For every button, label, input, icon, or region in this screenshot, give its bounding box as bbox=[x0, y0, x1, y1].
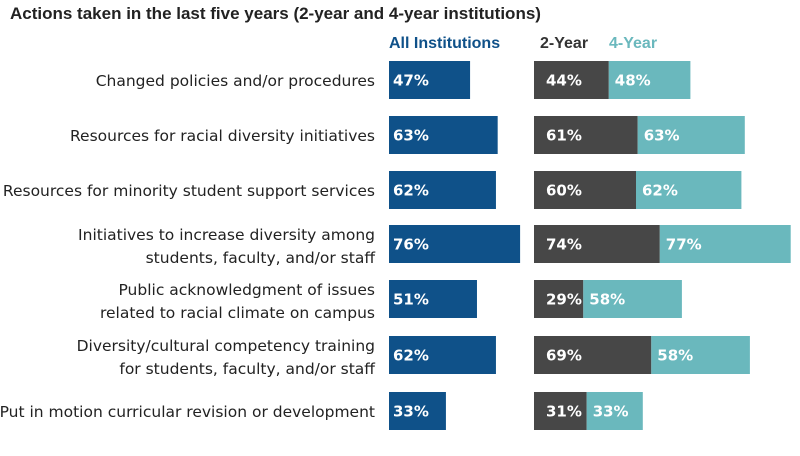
category-label: Put in motion curricular revision or dev… bbox=[0, 403, 375, 421]
bar-all-institutions bbox=[389, 336, 496, 374]
bar-2-year bbox=[534, 392, 587, 430]
bar-4-year bbox=[583, 280, 682, 318]
category-label: Resources for minority student support s… bbox=[3, 182, 375, 200]
value-label-2-year: 69% bbox=[546, 347, 582, 365]
bar-2-year bbox=[534, 280, 584, 318]
category-label-line: Resources for minority student support s… bbox=[3, 182, 375, 200]
bar-2-year bbox=[534, 61, 609, 99]
bar-all-institutions bbox=[389, 61, 471, 99]
value-label-all-institutions: 47% bbox=[393, 72, 429, 90]
bar-all-institutions bbox=[389, 171, 496, 209]
category-label-line: Resources for racial diversity initiativ… bbox=[70, 127, 375, 145]
bar-4-year bbox=[651, 336, 750, 374]
category-label-line: students, faculty, and/or staff bbox=[146, 249, 376, 267]
category-label-line: Public acknowledgment of issues bbox=[118, 281, 375, 299]
bar-all-institutions bbox=[389, 116, 498, 154]
category-label: Changed policies and/or procedures bbox=[96, 72, 375, 90]
bar-4-year bbox=[636, 171, 742, 209]
chart-title: Actions taken in the last five years (2-… bbox=[10, 4, 541, 23]
value-label-4-year: 48% bbox=[615, 72, 651, 90]
legend-2-year: 2-Year bbox=[540, 35, 588, 52]
category-label: Public acknowledgment of issues related t… bbox=[100, 281, 375, 322]
category-label: Diversity/cultural competency training fo… bbox=[77, 337, 376, 378]
value-label-all-institutions: 63% bbox=[393, 127, 429, 145]
bar-all-institutions bbox=[389, 392, 446, 430]
value-label-2-year: 74% bbox=[546, 236, 582, 254]
value-label-4-year: 58% bbox=[589, 291, 625, 309]
legend-all-institutions: All Institutions bbox=[389, 35, 500, 52]
value-label-2-year: 60% bbox=[546, 182, 582, 200]
bar-all-institutions bbox=[389, 225, 521, 263]
value-label-2-year: 31% bbox=[546, 403, 582, 421]
category-label: Resources for racial diversity initiativ… bbox=[70, 127, 375, 145]
category-label-line: Diversity/cultural competency training bbox=[77, 337, 375, 355]
value-label-all-institutions: 62% bbox=[393, 182, 429, 200]
category-label: Initiatives to increase diversity among s… bbox=[78, 226, 375, 267]
bar-2-year bbox=[534, 225, 660, 263]
bar-4-year bbox=[586, 392, 643, 430]
value-label-all-institutions: 51% bbox=[393, 291, 429, 309]
bar-2-year bbox=[534, 336, 652, 374]
category-label-line: Changed policies and/or procedures bbox=[96, 72, 375, 90]
value-label-2-year: 44% bbox=[546, 72, 582, 90]
value-label-2-year: 29% bbox=[546, 291, 582, 309]
category-label-line: related to racial climate on campus bbox=[100, 304, 375, 322]
category-label-line: for students, faculty, and/or staff bbox=[119, 360, 375, 378]
value-label-2-year: 61% bbox=[546, 127, 582, 145]
bar-all-institutions bbox=[389, 280, 477, 318]
bar-4-year bbox=[659, 225, 791, 263]
value-label-4-year: 62% bbox=[642, 182, 678, 200]
value-label-all-institutions: 76% bbox=[393, 236, 429, 254]
value-label-4-year: 58% bbox=[657, 347, 693, 365]
bar-2-year bbox=[534, 171, 636, 209]
value-label-4-year: 63% bbox=[644, 127, 680, 145]
category-label-line: Initiatives to increase diversity among bbox=[78, 226, 375, 244]
bar-4-year bbox=[608, 61, 691, 99]
legend-4-year: 4-Year bbox=[609, 35, 657, 52]
category-label-line: Put in motion curricular revision or dev… bbox=[0, 403, 375, 421]
value-label-4-year: 33% bbox=[593, 403, 629, 421]
value-label-all-institutions: 33% bbox=[393, 403, 429, 421]
bar-4-year bbox=[637, 116, 745, 154]
bar-2-year bbox=[534, 116, 638, 154]
value-label-4-year: 77% bbox=[666, 236, 702, 254]
value-label-all-institutions: 62% bbox=[393, 347, 429, 365]
